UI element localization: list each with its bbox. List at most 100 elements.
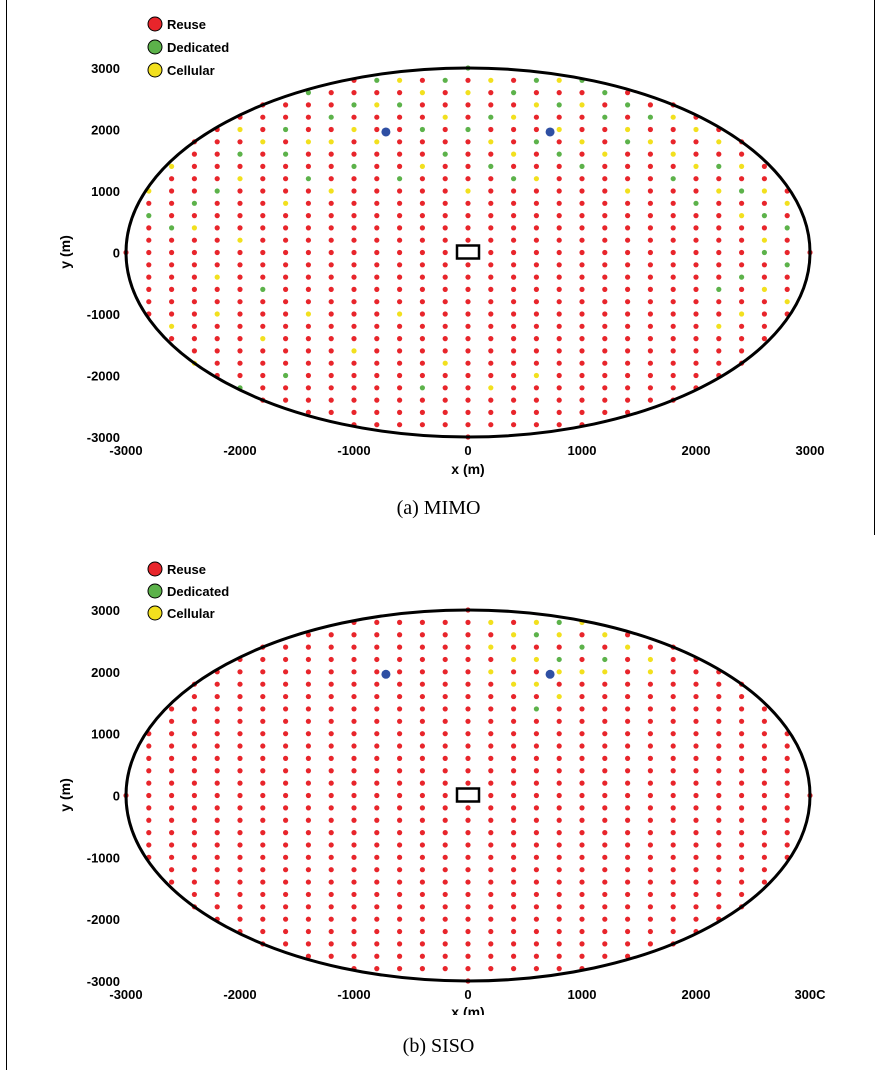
point-reuse (488, 792, 494, 799)
point-reuse (419, 77, 425, 83)
point-dedicated (579, 163, 585, 169)
point-cellular (533, 656, 540, 663)
point-reuse (191, 792, 197, 799)
point-reuse (533, 891, 540, 898)
point-reuse (237, 891, 243, 898)
point-reuse (419, 928, 425, 935)
point-reuse (716, 891, 722, 898)
point-reuse (260, 385, 266, 391)
point-reuse (465, 102, 471, 108)
point-reuse (647, 200, 654, 206)
point-reuse (214, 842, 220, 848)
panel-siso: Reuse Dedicated Cellular x (m) y (m) -30… (0, 535, 877, 1070)
point-reuse (579, 817, 585, 823)
point-reuse (191, 817, 197, 823)
point-reuse (556, 262, 562, 268)
point-reuse (465, 780, 471, 786)
point-reuse (602, 731, 608, 737)
point-reuse (739, 718, 745, 724)
point-reuse (442, 731, 448, 737)
point-reuse (465, 372, 471, 379)
point-reuse (419, 780, 425, 786)
point-reuse (556, 299, 562, 305)
point-reuse (374, 249, 380, 256)
point-reuse (397, 842, 403, 848)
point-reuse (283, 299, 289, 305)
point-reuse (579, 842, 585, 848)
point-reuse (351, 644, 357, 650)
point-reuse (442, 249, 448, 256)
point-reuse (328, 731, 334, 737)
point-reuse (419, 681, 425, 687)
point-reuse (260, 879, 266, 885)
point-reuse (602, 706, 608, 712)
point-reuse (374, 348, 380, 354)
point-reuse (465, 928, 471, 935)
point-reuse (510, 780, 517, 786)
point-reuse (419, 249, 425, 256)
point-reuse (328, 360, 334, 366)
point-reuse (533, 336, 540, 342)
point-reuse (533, 225, 540, 231)
point-reuse (397, 249, 403, 256)
point-reuse (670, 817, 676, 823)
point-reuse (510, 360, 517, 366)
point-reuse (647, 360, 654, 366)
point-reuse (260, 323, 266, 329)
point-cellular (214, 311, 220, 317)
point-reuse (625, 299, 631, 305)
point-cellular (579, 102, 585, 108)
point-reuse (305, 693, 311, 700)
point-reuse (625, 336, 631, 342)
point-reuse (305, 891, 311, 898)
point-reuse (397, 805, 403, 811)
point-reuse (602, 830, 608, 836)
point-reuse (625, 90, 631, 96)
point-cellular (533, 102, 540, 108)
point-reuse (510, 768, 517, 774)
point-reuse (625, 891, 631, 898)
point-reuse (533, 90, 540, 96)
point-reuse (214, 225, 220, 231)
point-reuse (442, 188, 448, 194)
point-reuse (761, 768, 768, 774)
point-reuse (419, 941, 425, 947)
point-reuse (693, 151, 699, 157)
point-reuse (305, 792, 311, 799)
point-reuse (442, 299, 448, 305)
point-reuse (214, 780, 220, 786)
point-reuse (374, 854, 380, 860)
point-reuse (488, 867, 494, 873)
point-cellular (328, 188, 334, 194)
point-reuse (761, 780, 768, 786)
point-reuse (260, 693, 266, 700)
point-reuse (397, 693, 403, 700)
point-reuse (647, 693, 654, 700)
y-tick-label: 3000 (91, 61, 120, 76)
point-reuse (716, 805, 722, 811)
point-reuse (488, 90, 494, 96)
point-reuse (191, 188, 197, 194)
point-reuse (191, 891, 197, 898)
point-reuse (602, 188, 608, 194)
point-reuse (305, 372, 311, 379)
point-reuse (419, 879, 425, 885)
point-reuse (556, 422, 562, 428)
point-reuse (602, 237, 608, 243)
point-dedicated (283, 151, 289, 157)
point-reuse (647, 225, 654, 231)
legend-marker-cellular (147, 605, 163, 621)
point-cellular (693, 126, 699, 133)
point-dedicated (146, 213, 152, 219)
point-reuse (328, 953, 334, 959)
point-reuse (419, 397, 425, 403)
x-tick-label: 0 (464, 443, 471, 458)
point-reuse (260, 114, 266, 120)
point-reuse (214, 731, 220, 737)
point-dedicated (442, 151, 448, 157)
point-reuse (283, 891, 289, 898)
point-reuse (305, 854, 311, 860)
point-reuse (465, 409, 471, 415)
point-reuse (237, 299, 243, 305)
point-reuse (739, 299, 745, 305)
